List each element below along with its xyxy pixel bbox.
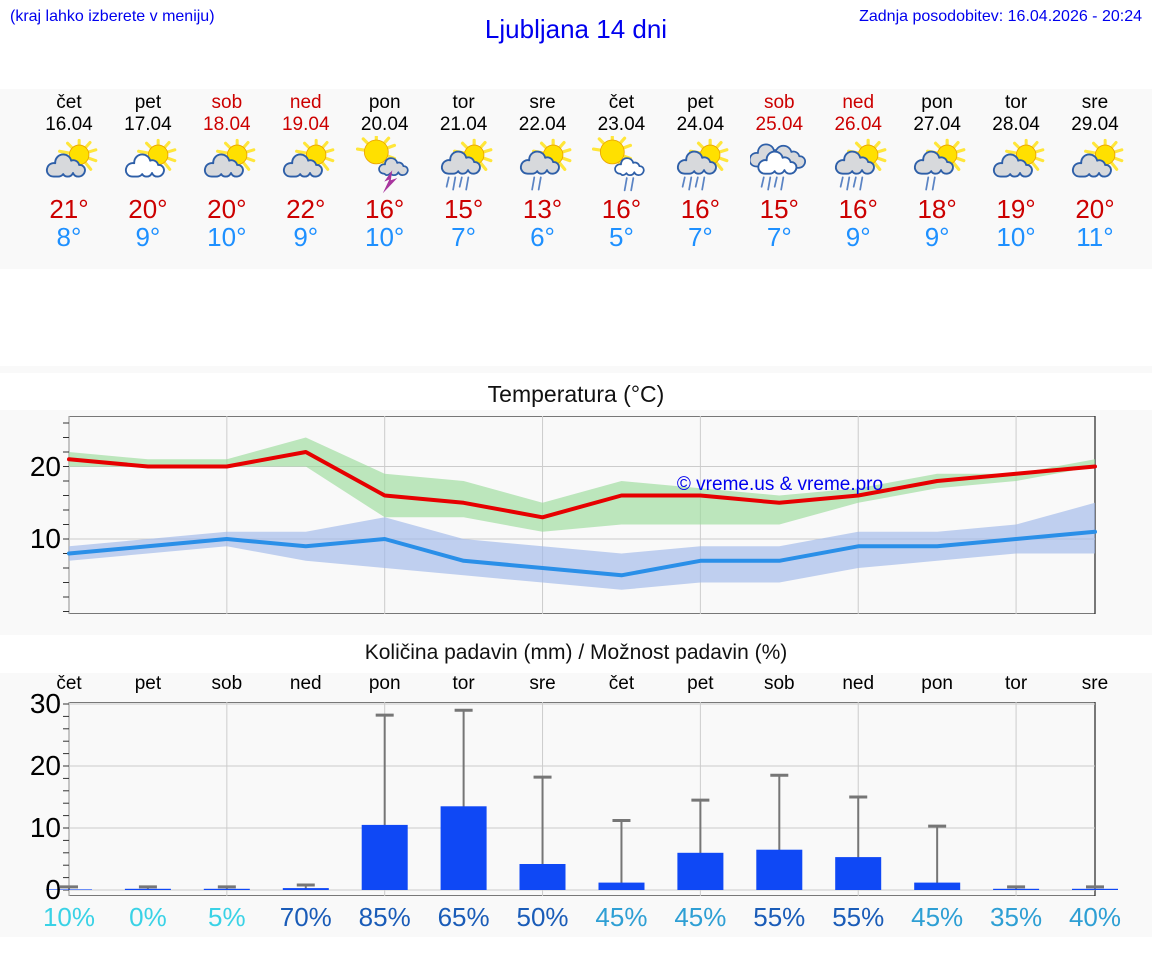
svg-text:© vreme.us & vreme.pro: © vreme.us & vreme.pro	[677, 474, 883, 495]
